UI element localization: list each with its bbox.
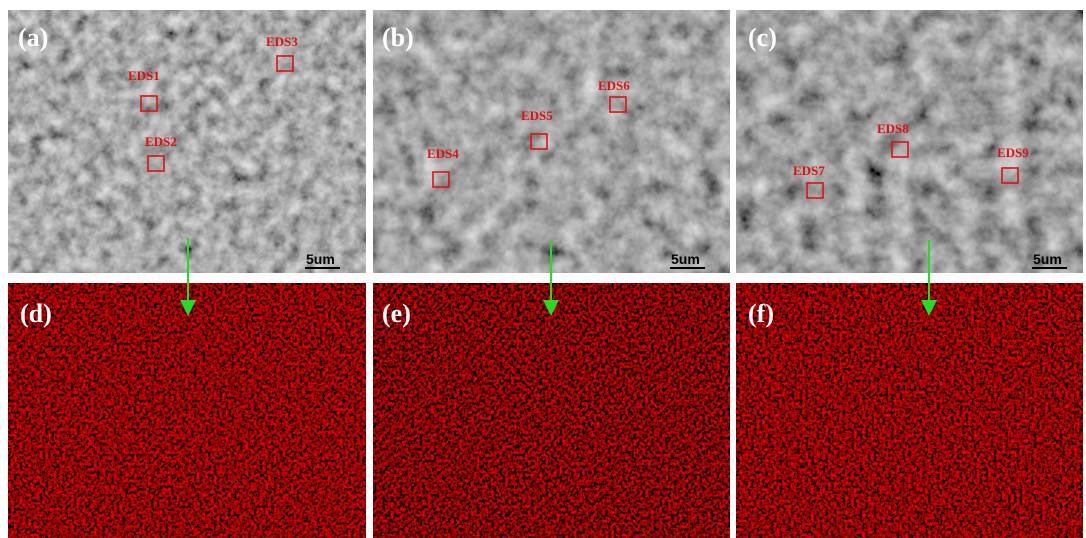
eds-label: EDS5 xyxy=(521,108,553,123)
eds-label: EDS3 xyxy=(266,34,298,49)
panel-label: (c) xyxy=(748,23,777,52)
panel-label: (b) xyxy=(382,23,414,52)
eds-map xyxy=(736,283,1083,538)
eds-label: EDS6 xyxy=(598,78,630,93)
eds-label: EDS9 xyxy=(997,145,1029,160)
sem-image xyxy=(8,10,366,273)
scale-bar-label: 5um xyxy=(1033,251,1062,267)
eds-label: EDS1 xyxy=(128,68,160,83)
eds-label: EDS7 xyxy=(793,163,825,178)
panel-label: (e) xyxy=(382,299,411,328)
sem-image xyxy=(373,10,730,273)
scale-bar-label: 5um xyxy=(671,251,700,267)
eds-label: EDS4 xyxy=(427,146,459,161)
figure: (a) (b) (c) (d) (e) (f) EDS1 EDS2 EDS3 E… xyxy=(0,0,1086,538)
eds-label: EDS8 xyxy=(877,121,909,136)
sem-image xyxy=(736,10,1083,273)
eds-map xyxy=(8,283,366,538)
eds-map xyxy=(373,283,730,538)
scale-bar-label: 5um xyxy=(306,251,335,267)
panel-label: (a) xyxy=(18,23,48,52)
page: {"panels":[ {"label":"(a)","scale":"5um"… xyxy=(0,0,1086,538)
panel-label: (f) xyxy=(748,299,774,328)
eds-label: EDS2 xyxy=(145,134,177,149)
panel-label: (d) xyxy=(20,299,52,328)
